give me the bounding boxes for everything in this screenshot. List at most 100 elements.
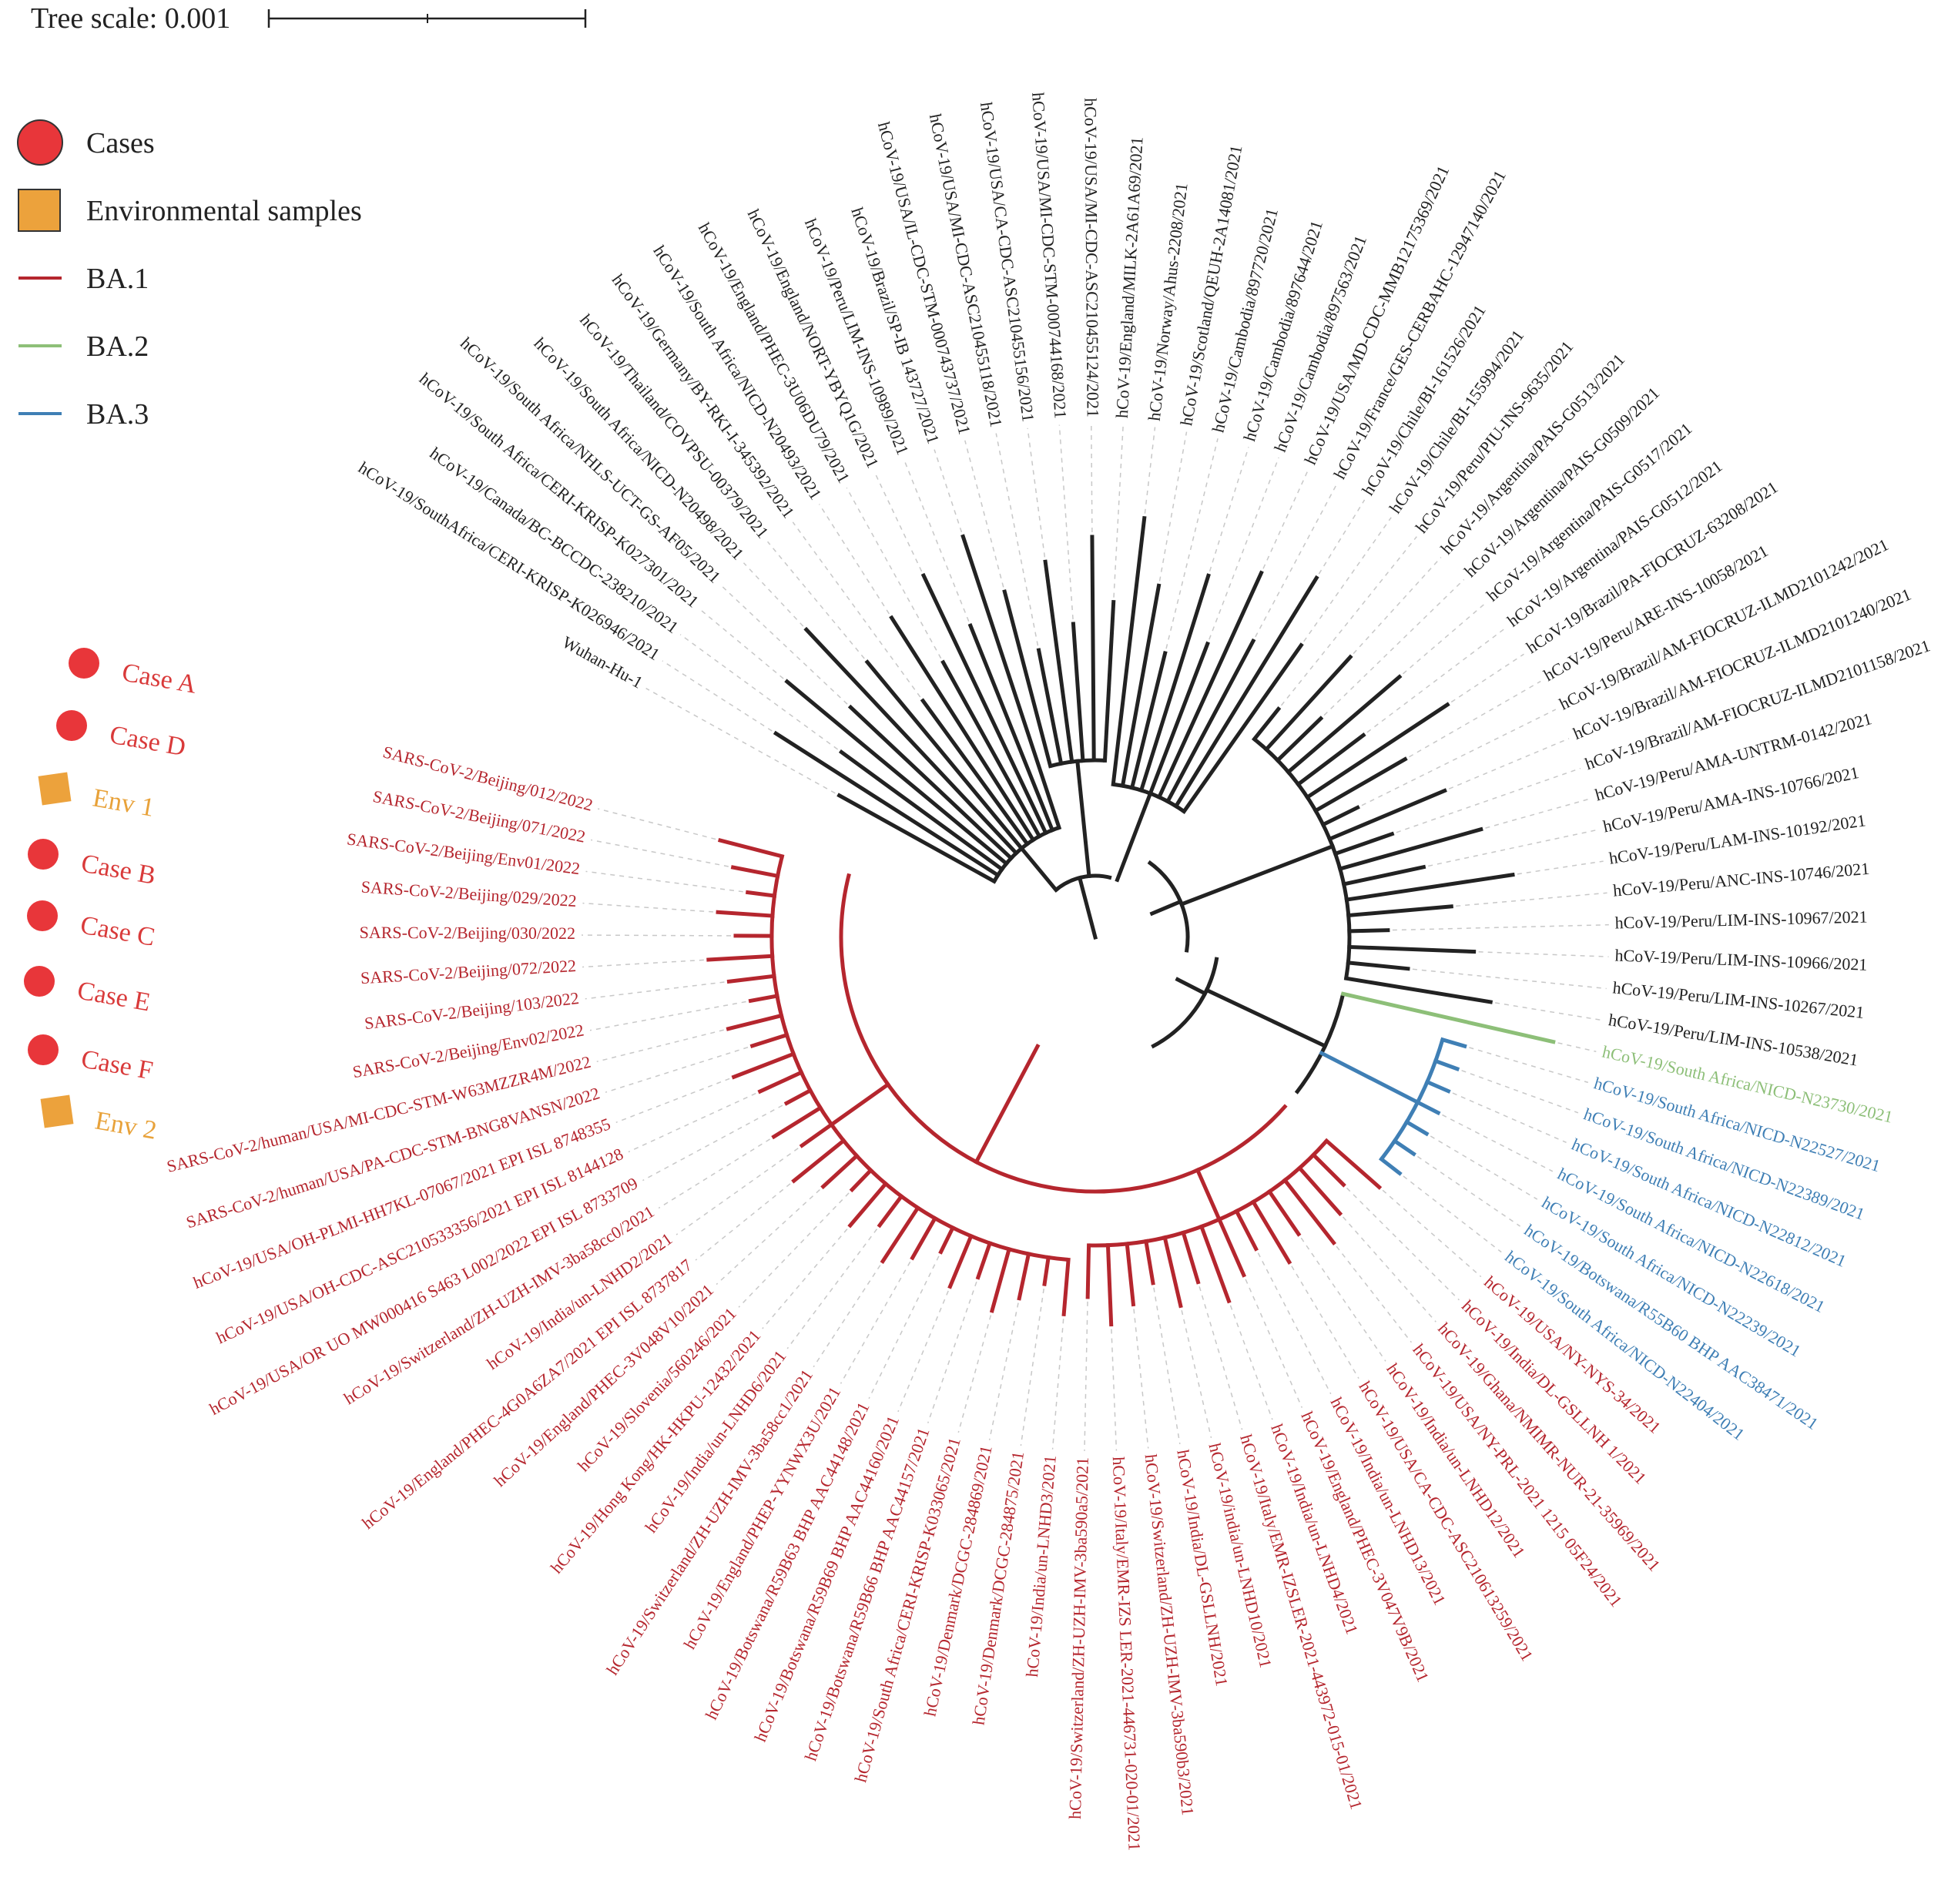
guide-line — [1051, 1319, 1064, 1450]
branch — [1115, 790, 1153, 883]
annotation-label: Case F — [79, 1044, 156, 1085]
leaf-branch — [1286, 674, 1403, 775]
leaf-branch — [1424, 1079, 1451, 1094]
guide-line — [1416, 1155, 1520, 1227]
annotation-label: Case E — [75, 976, 153, 1017]
guide-line — [1403, 1175, 1502, 1253]
leaf-branch — [1323, 1138, 1383, 1190]
leaf-branch — [1120, 583, 1162, 789]
annotation-label: Case D — [108, 720, 188, 762]
leaf-branch — [1295, 732, 1366, 787]
guide-line — [1153, 1287, 1181, 1445]
leaf-branch — [1343, 976, 1493, 1004]
guide-line — [720, 585, 848, 705]
guide-line — [1303, 517, 1392, 642]
leaf-branch — [1251, 706, 1282, 742]
leaf-branch — [967, 622, 1055, 833]
guide-line — [1020, 1289, 1044, 1446]
leaf-branch — [717, 838, 785, 859]
leaf-branch — [989, 1246, 1012, 1313]
guide-line — [1291, 1265, 1359, 1379]
leaf-branch — [1275, 716, 1324, 763]
tree-scale: Tree scale: 0.001 — [31, 2, 587, 35]
guide-line — [1323, 578, 1465, 716]
guide-line — [1469, 1047, 1589, 1084]
guide-line — [596, 1029, 724, 1063]
guide-line — [1181, 1310, 1212, 1438]
branch-arc — [1151, 957, 1219, 1049]
guide-line — [1318, 499, 1366, 575]
leaf-branch — [1296, 1165, 1343, 1217]
leaf-branch — [1234, 1208, 1259, 1252]
leaf-branch — [803, 626, 1019, 856]
sample-annotations: Case A Case D Env 1 Case B Case C Case E Case … — [24, 648, 199, 1145]
guide-line — [1557, 1042, 1597, 1053]
leaf-label: hCoV-19/Peru/ANC-INS-10746/2021 — [1612, 859, 1870, 900]
guide-line — [1382, 1189, 1482, 1278]
case-circle-icon — [28, 839, 59, 870]
leaf-label: SARS-CoV-2/Beijing/072/2022 — [360, 956, 576, 987]
guide-line — [995, 433, 1039, 646]
guide-line — [1209, 447, 1249, 572]
guide-line — [1353, 557, 1442, 655]
guide-line — [716, 1189, 820, 1286]
guide-line — [1494, 1002, 1603, 1021]
leaf-label: hCoV-19/Switzerland/ZH-UZH-IMV-3ba590a5/… — [1065, 1457, 1092, 1820]
leaf-branch — [1433, 1058, 1460, 1071]
guide-line — [846, 487, 942, 659]
leaf-branch — [757, 1070, 804, 1094]
guide-line — [1346, 1187, 1460, 1301]
case-circle-icon — [69, 648, 99, 679]
guide-line — [1461, 1070, 1579, 1114]
leaf-label: SARS-CoV-2/Beijing/030/2022 — [360, 923, 575, 943]
guide-line — [589, 1001, 746, 1031]
leaf-branch — [1346, 960, 1410, 971]
guide-line — [1452, 1092, 1567, 1143]
leaf-branch — [838, 749, 1005, 873]
leaf-branch — [820, 1153, 860, 1190]
annotation-label: Case A — [120, 658, 199, 699]
guide-line — [868, 1255, 940, 1400]
guide-line — [1091, 424, 1093, 533]
guide-line — [645, 687, 836, 794]
leaf-label: SARS-CoV-2/Beijing/029/2022 — [360, 877, 577, 911]
guide-line — [1027, 427, 1046, 558]
leaf-branch — [1042, 1255, 1051, 1287]
leaf-branch — [1071, 622, 1085, 763]
guide-line — [1165, 438, 1219, 649]
guide-line — [840, 1261, 911, 1384]
tree-branches — [706, 515, 1556, 1327]
guide-line — [590, 839, 729, 867]
leaf-branch — [748, 994, 779, 1004]
guide-line — [658, 1138, 771, 1209]
leaf-branch — [1181, 1230, 1201, 1285]
guide-line — [1343, 1216, 1436, 1322]
leaf-labels: Wuhan-Hu-1hCoV-19/SouthAfrica/CERI-KRISP… — [165, 92, 1933, 1851]
leaf-branch — [920, 698, 1031, 847]
legend-label: BA.3 — [86, 398, 149, 431]
guide-line — [1198, 1286, 1243, 1430]
guide-line — [767, 541, 865, 659]
leaf-branch — [730, 865, 780, 879]
guide-line — [1478, 951, 1609, 957]
annotation-label: Env 2 — [93, 1106, 159, 1145]
leaf-branch — [791, 1138, 846, 1184]
leaf-branch — [920, 572, 1049, 836]
root-branch — [1077, 875, 1098, 940]
leaf-branch — [940, 659, 1042, 840]
guide-line — [699, 608, 784, 679]
leaf-branch — [783, 1088, 813, 1106]
leaf-label: hCoV-19/Peru/LIM-INS-10267/2021 — [1612, 977, 1866, 1022]
leaf-branch — [773, 730, 1001, 878]
guide-line — [1366, 627, 1506, 733]
leaf-label: hCoV-19/Peru/LIM-INS-10966/2021 — [1614, 945, 1868, 974]
guide-line — [1517, 860, 1604, 875]
leaf-branch — [975, 1240, 993, 1280]
guide-line — [1361, 709, 1557, 806]
leaf-branch — [938, 1225, 956, 1255]
guide-line — [582, 934, 732, 937]
branch-arc — [769, 856, 1069, 1262]
guide-line — [964, 440, 1004, 588]
legend-label: Environmental samples — [86, 195, 362, 227]
leaf-branch — [1125, 1242, 1136, 1307]
